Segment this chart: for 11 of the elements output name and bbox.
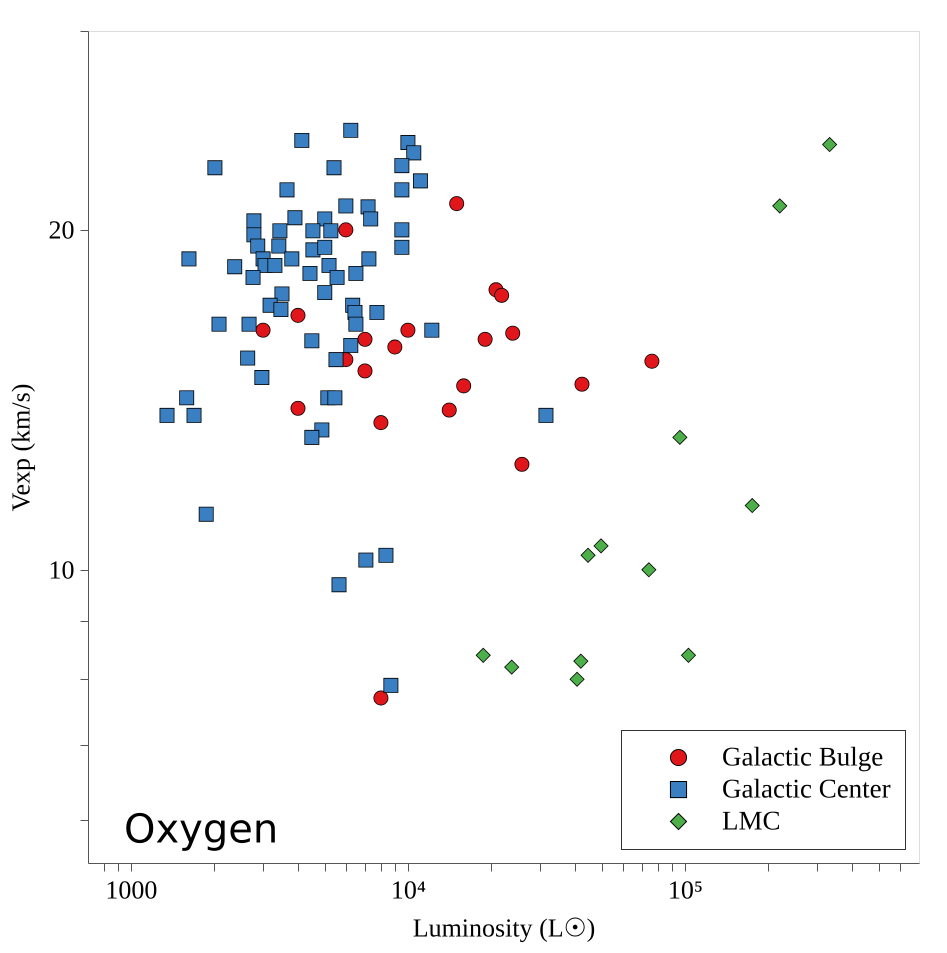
- x-axis-title: Luminosity (L☉): [412, 914, 596, 942]
- x-tick-label: 10⁵: [668, 876, 703, 904]
- legend-label: Galactic Center: [722, 774, 891, 804]
- y-axis-title: Vexp (km/s): [6, 384, 36, 512]
- legend-label: LMC: [722, 806, 781, 836]
- y-tick-label: 20: [48, 215, 74, 244]
- x-tick-label: 10⁴: [390, 876, 426, 904]
- x-tick-label: 1000: [105, 876, 158, 904]
- annotation: Oxygen: [124, 806, 278, 852]
- legend-label: Galactic Bulge: [722, 742, 884, 772]
- y-tick-label: 10: [48, 555, 74, 584]
